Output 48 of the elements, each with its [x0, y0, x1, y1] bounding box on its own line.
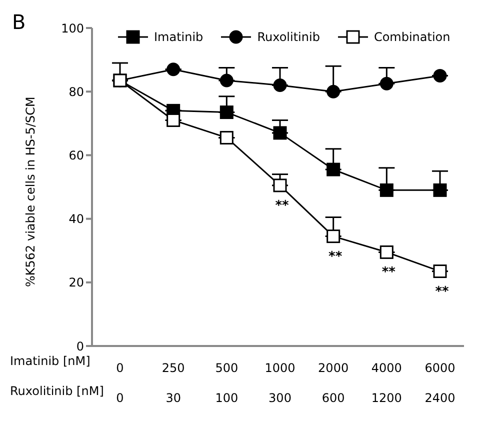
- annotation: **: [435, 284, 449, 300]
- x-tick-label: 4000: [371, 361, 402, 375]
- point: [273, 78, 287, 92]
- point: [166, 113, 180, 127]
- annotation: **: [382, 265, 396, 280]
- point: [380, 76, 394, 90]
- annotation: **: [275, 198, 289, 214]
- y-tick-label: 100: [61, 21, 84, 36]
- point: [166, 62, 180, 76]
- point: [433, 68, 447, 82]
- legend-label: Imatinib: [154, 30, 204, 44]
- point: [273, 178, 287, 192]
- point: [380, 245, 394, 259]
- y-tick-label: 0: [76, 339, 84, 354]
- x-tick-label: 6000: [424, 361, 456, 375]
- x-axis-title: Imatinib [nM]: [10, 354, 90, 368]
- text: Ruxolitinib [nM]: [10, 384, 104, 398]
- y-tick-label: 20: [68, 276, 84, 290]
- point: [220, 130, 234, 144]
- point: [380, 183, 394, 197]
- text: 100: [215, 391, 238, 405]
- text: 600: [322, 391, 345, 405]
- legend-label: Combination: [374, 30, 450, 44]
- chart-title: B: [12, 10, 26, 34]
- point: [220, 74, 234, 88]
- point: [433, 183, 447, 197]
- y-tick-label: 80: [68, 84, 84, 99]
- text: 30: [166, 391, 181, 405]
- text: 1200: [371, 391, 402, 405]
- point: [273, 126, 287, 140]
- point: [326, 84, 340, 98]
- x-tick-label: 250: [162, 361, 185, 375]
- point: [326, 162, 340, 176]
- text: 0: [116, 391, 124, 405]
- point: [220, 106, 234, 120]
- point: [326, 230, 340, 244]
- x-tick-label: 500: [215, 361, 238, 375]
- y-axis-title: %K562 viable cells in HS-5/SCM: [23, 96, 38, 287]
- legend-label: Ruxolitinib: [257, 30, 320, 44]
- y-tick-label: 40: [68, 212, 84, 226]
- text: 300: [268, 391, 292, 405]
- point: [433, 264, 447, 278]
- text: 2400: [424, 391, 456, 405]
- y-tick-label: 60: [68, 148, 84, 162]
- x-tick-label: 2000: [318, 361, 349, 375]
- x-tick-label: 1000: [264, 361, 296, 375]
- annotation: **: [328, 249, 342, 264]
- x-tick-label: 0: [116, 361, 124, 375]
